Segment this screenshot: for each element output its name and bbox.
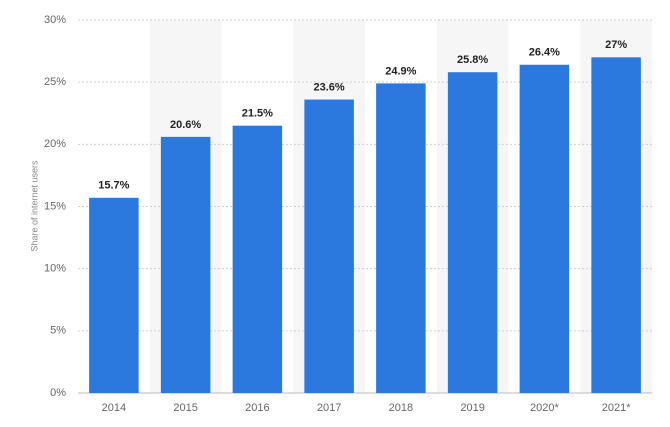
x-tick-label: 2015 [173,402,197,414]
bar [591,57,641,394]
x-tick-label: 2018 [389,402,413,414]
bar [160,136,211,393]
x-tick-label: 2016 [245,402,269,414]
y-tick-label: 15% [44,200,66,212]
bar [304,99,354,393]
y-tick-label: 20% [44,138,66,150]
value-label: 27% [605,39,627,51]
bar [376,83,426,393]
x-tick-label: 2021* [602,402,631,414]
y-tick-label: 30% [44,14,66,26]
value-label: 24.9% [385,65,416,77]
y-tick-label: 0% [50,387,66,399]
value-label: 26.4% [529,47,560,59]
y-tick-label: 25% [44,76,66,88]
y-tick-label: 10% [44,263,66,275]
x-tick-label: 2014 [102,402,126,414]
bar [232,125,283,393]
bar [89,197,139,393]
value-label: 25.8% [457,54,488,66]
value-label: 23.6% [314,81,345,93]
x-tick-label: 2017 [317,402,341,414]
x-tick-label: 2020* [530,402,559,414]
value-label: 15.7% [98,180,129,192]
y-axis-label: Share of internet users [29,160,39,252]
value-label: 21.5% [242,108,273,120]
bar [519,64,570,393]
y-tick-label: 5% [50,325,66,337]
value-label: 20.6% [170,119,201,131]
bar [447,72,498,393]
x-tick-label: 2019 [460,402,484,414]
